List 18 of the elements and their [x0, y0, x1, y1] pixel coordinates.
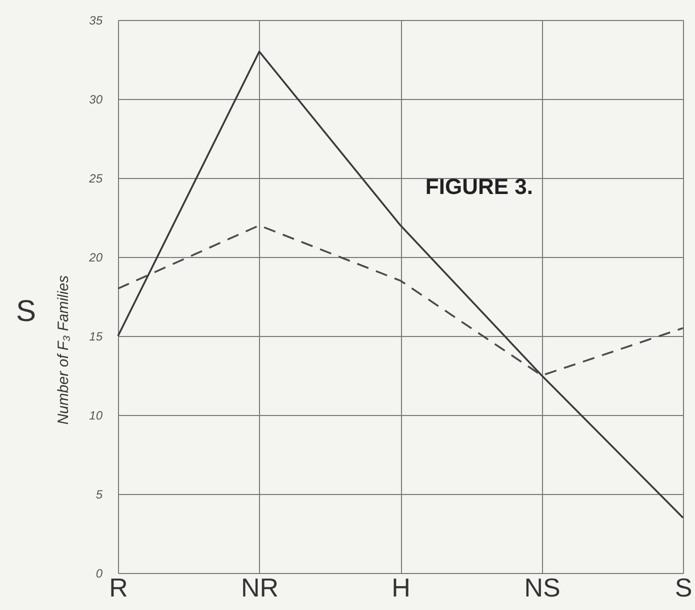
text: FIGURE 3. — [425, 174, 533, 199]
line-series — [117, 50, 684, 519]
y-tick-label: 15 — [89, 330, 103, 344]
y-tick-label: 0 — [96, 566, 103, 580]
x-tick-label: R — [109, 572, 128, 602]
y-axis-title: Number of F₃ Families — [55, 274, 72, 425]
x-tick-label: NR — [240, 572, 279, 602]
y-tick-label: 10 — [89, 408, 103, 422]
y-tick-label: 5 — [96, 488, 103, 502]
y-tick-label: 25 — [88, 172, 103, 186]
y-tick-label: 30 — [89, 92, 103, 106]
x-tick-label: S — [674, 572, 692, 602]
y-tick-label: 35 — [89, 14, 103, 28]
x-tick-label: H — [392, 572, 410, 602]
text: S — [16, 295, 36, 328]
line-series — [117, 224, 684, 376]
x-tick-label: NS — [524, 572, 560, 602]
y-tick-label: 20 — [88, 250, 103, 264]
